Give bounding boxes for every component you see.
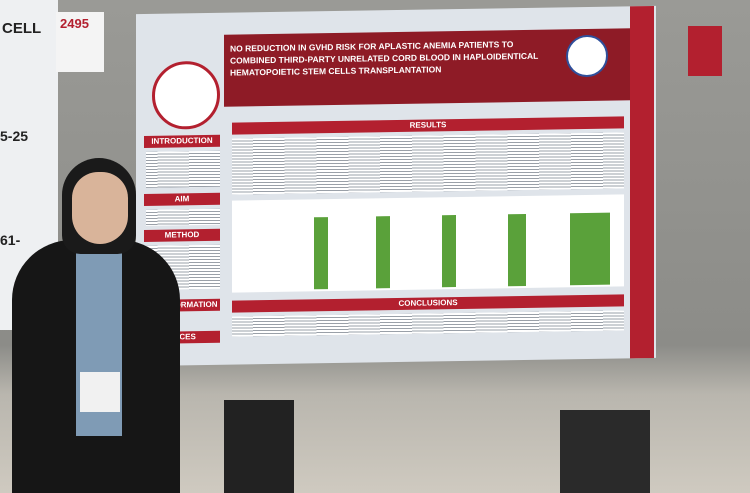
section-header: METHOD: [144, 228, 220, 242]
neighbor-fragment: 61-: [0, 232, 21, 248]
board-number: 2495: [60, 16, 89, 31]
section-header: AIM: [144, 192, 220, 206]
text-block: [232, 132, 624, 195]
background-person: [560, 410, 650, 493]
table-cell: [376, 216, 390, 289]
poster-title: NO REDUCTION IN GVHD RISK FOR APLASTIC A…: [230, 39, 539, 78]
text-block: [232, 310, 624, 337]
poster: NO REDUCTION IN GVHD RISK FOR APLASTIC A…: [136, 5, 656, 367]
section-header: RESULTS: [232, 116, 624, 135]
table-cell: [508, 213, 526, 287]
side-strip: [630, 5, 654, 359]
section-header: CONCLUSIONS: [232, 294, 624, 313]
table-cell: [442, 215, 456, 288]
neighbor-fragment: 5-25: [0, 128, 29, 144]
neighbor-fragment: CELL: [2, 20, 42, 37]
background-person: [224, 400, 294, 493]
text-block: [146, 150, 220, 188]
sticker: [688, 26, 722, 76]
table-cell: [570, 212, 610, 286]
results-table: [232, 194, 624, 293]
table-cell: [314, 217, 328, 290]
section-header: INTRODUCTION: [144, 134, 220, 148]
board-card: [56, 12, 104, 72]
badge: [80, 372, 120, 412]
logo: [152, 60, 220, 130]
person-face: [72, 172, 128, 244]
text-block: [146, 208, 220, 226]
